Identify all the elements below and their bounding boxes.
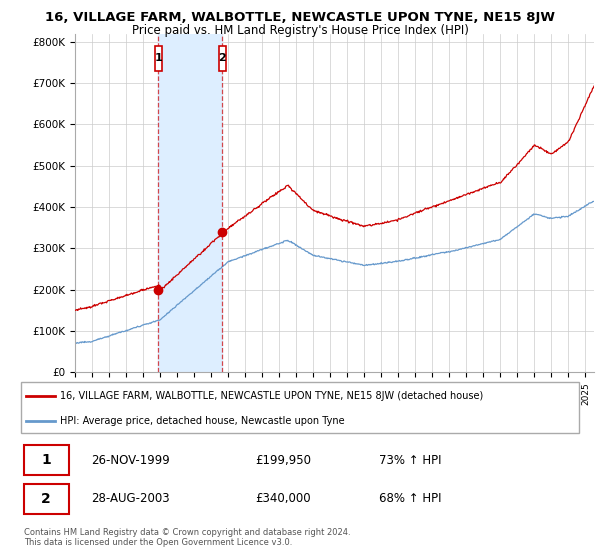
FancyBboxPatch shape [23, 484, 69, 514]
FancyBboxPatch shape [21, 382, 579, 433]
Text: 73% ↑ HPI: 73% ↑ HPI [379, 454, 442, 466]
Text: Contains HM Land Registry data © Crown copyright and database right 2024.
This d: Contains HM Land Registry data © Crown c… [24, 528, 350, 547]
FancyBboxPatch shape [219, 46, 226, 71]
Text: 2: 2 [218, 53, 226, 63]
Text: HPI: Average price, detached house, Newcastle upon Tyne: HPI: Average price, detached house, Newc… [60, 416, 345, 426]
Text: £340,000: £340,000 [255, 492, 311, 505]
Text: 1: 1 [155, 53, 162, 63]
Text: 28-AUG-2003: 28-AUG-2003 [91, 492, 170, 505]
Text: £199,950: £199,950 [255, 454, 311, 466]
Text: 16, VILLAGE FARM, WALBOTTLE, NEWCASTLE UPON TYNE, NE15 8JW (detached house): 16, VILLAGE FARM, WALBOTTLE, NEWCASTLE U… [60, 391, 484, 401]
Text: Price paid vs. HM Land Registry's House Price Index (HPI): Price paid vs. HM Land Registry's House … [131, 24, 469, 36]
Bar [158, 34, 222, 372]
FancyBboxPatch shape [155, 46, 162, 71]
Text: 68% ↑ HPI: 68% ↑ HPI [379, 492, 442, 505]
Text: 2: 2 [41, 492, 51, 506]
Text: 26-NOV-1999: 26-NOV-1999 [91, 454, 170, 466]
FancyBboxPatch shape [23, 446, 69, 475]
Text: 1: 1 [41, 453, 51, 467]
Text: 16, VILLAGE FARM, WALBOTTLE, NEWCASTLE UPON TYNE, NE15 8JW: 16, VILLAGE FARM, WALBOTTLE, NEWCASTLE U… [45, 11, 555, 24]
